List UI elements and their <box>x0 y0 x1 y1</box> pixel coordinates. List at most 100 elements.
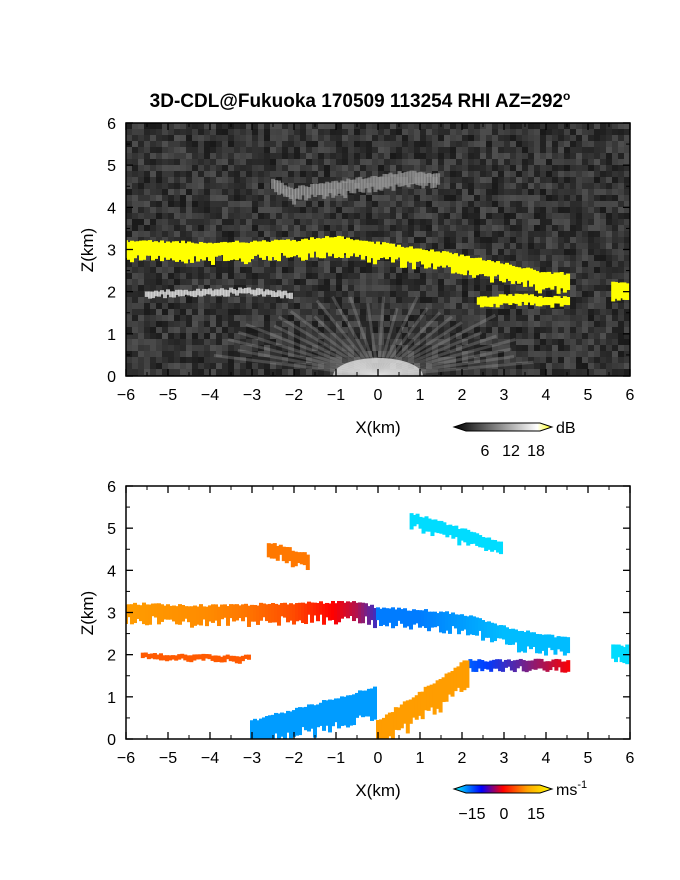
noise-cell <box>492 321 498 327</box>
echo-pixel <box>469 531 474 545</box>
echo-pixel <box>436 613 440 627</box>
echo-pixel <box>307 601 311 615</box>
noise-cell <box>438 195 444 201</box>
echo-pixel <box>448 524 453 536</box>
noise-cell <box>150 213 156 219</box>
noise-cell <box>342 159 348 165</box>
noise-cell <box>468 291 474 297</box>
noise-cell <box>450 315 456 321</box>
echo-pixel <box>358 602 362 624</box>
noise-cell <box>216 219 222 225</box>
echo-pixel <box>235 290 239 296</box>
echo-pixel <box>358 176 363 192</box>
noise-cell <box>330 291 336 297</box>
noise-cell <box>510 363 516 369</box>
bottom-colorbar-unit: ms-1 <box>556 779 587 799</box>
noise-cell <box>498 249 504 255</box>
noise-cell <box>420 273 426 279</box>
echo-pixel <box>442 251 446 268</box>
echo-pixel <box>253 604 257 622</box>
noise-cell <box>288 135 294 141</box>
noise-cell <box>606 165 612 171</box>
noise-cell <box>456 363 462 369</box>
noise-cell <box>474 345 480 351</box>
noise-cell <box>300 267 306 273</box>
noise-cell <box>582 141 588 147</box>
noise-cell <box>510 231 516 237</box>
noise-cell <box>180 303 186 309</box>
noise-cell <box>408 147 414 153</box>
noise-cell <box>540 237 546 243</box>
noise-cell <box>264 279 270 285</box>
noise-cell <box>450 177 456 183</box>
noise-cell <box>408 225 414 231</box>
noise-cell <box>480 363 486 369</box>
noise-cell <box>174 213 180 219</box>
noise-cell <box>582 291 588 297</box>
noise-cell <box>306 183 312 189</box>
noise-cell <box>366 273 372 279</box>
echo-pixel <box>244 287 248 294</box>
noise-cell <box>156 297 162 303</box>
noise-cell <box>480 273 486 279</box>
echo-pixel <box>184 289 188 295</box>
noise-cell <box>588 153 594 159</box>
noise-cell <box>324 273 330 279</box>
noise-cell <box>588 147 594 153</box>
noise-cell <box>504 243 510 249</box>
noise-cell <box>576 153 582 159</box>
noise-cell <box>252 237 258 243</box>
noise-cell <box>366 135 372 141</box>
noise-cell <box>462 309 468 315</box>
noise-cell <box>504 321 510 327</box>
noise-cell <box>234 369 240 375</box>
noise-cell <box>246 363 252 369</box>
noise-cell <box>240 129 246 135</box>
noise-cell <box>444 279 450 285</box>
noise-cell <box>330 333 336 339</box>
noise-cell <box>240 147 246 153</box>
noise-cell <box>480 357 486 363</box>
noise-cell <box>282 309 288 315</box>
noise-cell <box>420 207 426 213</box>
noise-cell <box>252 219 258 225</box>
noise-cell <box>540 177 546 183</box>
noise-cell <box>558 183 564 189</box>
noise-cell <box>198 273 204 279</box>
noise-cell <box>282 147 288 153</box>
bottom-x-tick-label: 4 <box>542 750 551 767</box>
noise-cell <box>486 249 492 255</box>
echo-pixel <box>471 660 476 672</box>
noise-cell <box>402 165 408 171</box>
noise-cell <box>498 189 504 195</box>
echo-pixel <box>304 603 308 625</box>
noise-cell <box>336 141 342 147</box>
noise-cell <box>228 189 234 195</box>
noise-cell <box>474 171 480 177</box>
noise-cell <box>180 141 186 147</box>
noise-cell <box>594 285 600 291</box>
noise-cell <box>282 201 288 207</box>
noise-cell <box>318 321 324 327</box>
noise-cell <box>546 219 552 225</box>
echo-pixel <box>289 603 293 621</box>
noise-cell <box>240 213 246 219</box>
noise-cell <box>522 351 528 357</box>
noise-cell <box>300 165 306 171</box>
noise-cell <box>480 285 486 291</box>
top-x-tick-label: −4 <box>201 387 219 404</box>
noise-cell <box>606 135 612 141</box>
noise-cell <box>576 297 582 303</box>
noise-cell <box>162 261 168 267</box>
noise-cell <box>510 333 516 339</box>
noise-cell <box>150 357 156 363</box>
noise-cell <box>156 195 162 201</box>
noise-cell <box>306 213 312 219</box>
noise-cell <box>378 219 384 225</box>
noise-cell <box>450 159 456 165</box>
noise-cell <box>618 201 624 207</box>
noise-cell <box>228 237 234 243</box>
noise-cell <box>276 165 282 171</box>
noise-cell <box>612 207 618 213</box>
noise-cell <box>546 267 552 273</box>
